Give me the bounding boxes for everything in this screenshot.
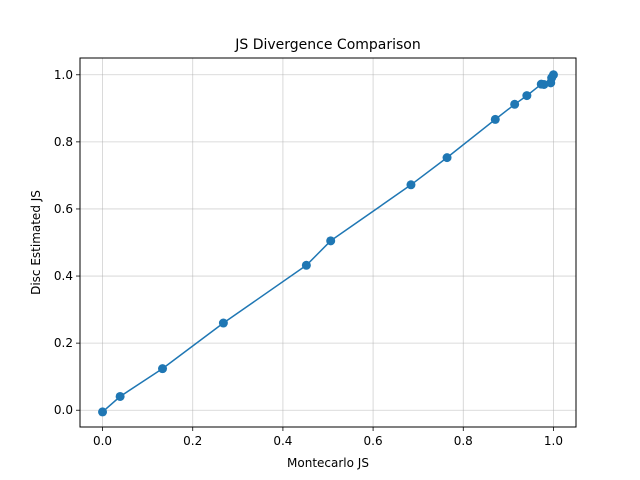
data-point xyxy=(490,114,500,124)
y-tick-label: 0.0 xyxy=(54,403,73,417)
data-point xyxy=(510,99,520,109)
x-tick-label: 0.2 xyxy=(183,434,202,448)
series-markers xyxy=(98,70,558,417)
data-point xyxy=(548,70,558,80)
x-tick-label: 0.0 xyxy=(93,434,112,448)
x-tick-label: 0.4 xyxy=(273,434,292,448)
data-point xyxy=(442,153,452,163)
data-point xyxy=(218,318,228,328)
y-tick-label: 0.6 xyxy=(54,202,73,216)
y-axis-label: Disc Estimated JS xyxy=(29,190,43,295)
data-point xyxy=(539,80,549,90)
y-tick-label: 0.2 xyxy=(54,336,73,350)
y-tick-label: 0.4 xyxy=(54,269,73,283)
data-point xyxy=(115,391,125,401)
x-tick-label: 0.8 xyxy=(454,434,473,448)
x-tick-label: 1.0 xyxy=(544,434,563,448)
x-tick-label: 0.6 xyxy=(364,434,383,448)
plot-frame xyxy=(79,57,577,428)
y-axis-ticks: 0.0 0.2 0.4 0.6 0.8 1.0 xyxy=(54,68,80,417)
chart-title: JS Divergence Comparison xyxy=(234,37,421,53)
y-tick-label: 0.8 xyxy=(54,135,73,149)
grid xyxy=(80,58,576,427)
x-axis-label: Montecarlo JS xyxy=(287,456,369,470)
data-point xyxy=(301,260,311,270)
data-point xyxy=(522,91,532,101)
data-point xyxy=(158,364,168,374)
data-point xyxy=(326,236,336,246)
data-point xyxy=(406,180,416,190)
x-axis-ticks: 0.0 0.2 0.4 0.6 0.8 1.0 xyxy=(93,427,563,448)
y-tick-label: 1.0 xyxy=(54,68,73,82)
data-point xyxy=(98,407,108,417)
